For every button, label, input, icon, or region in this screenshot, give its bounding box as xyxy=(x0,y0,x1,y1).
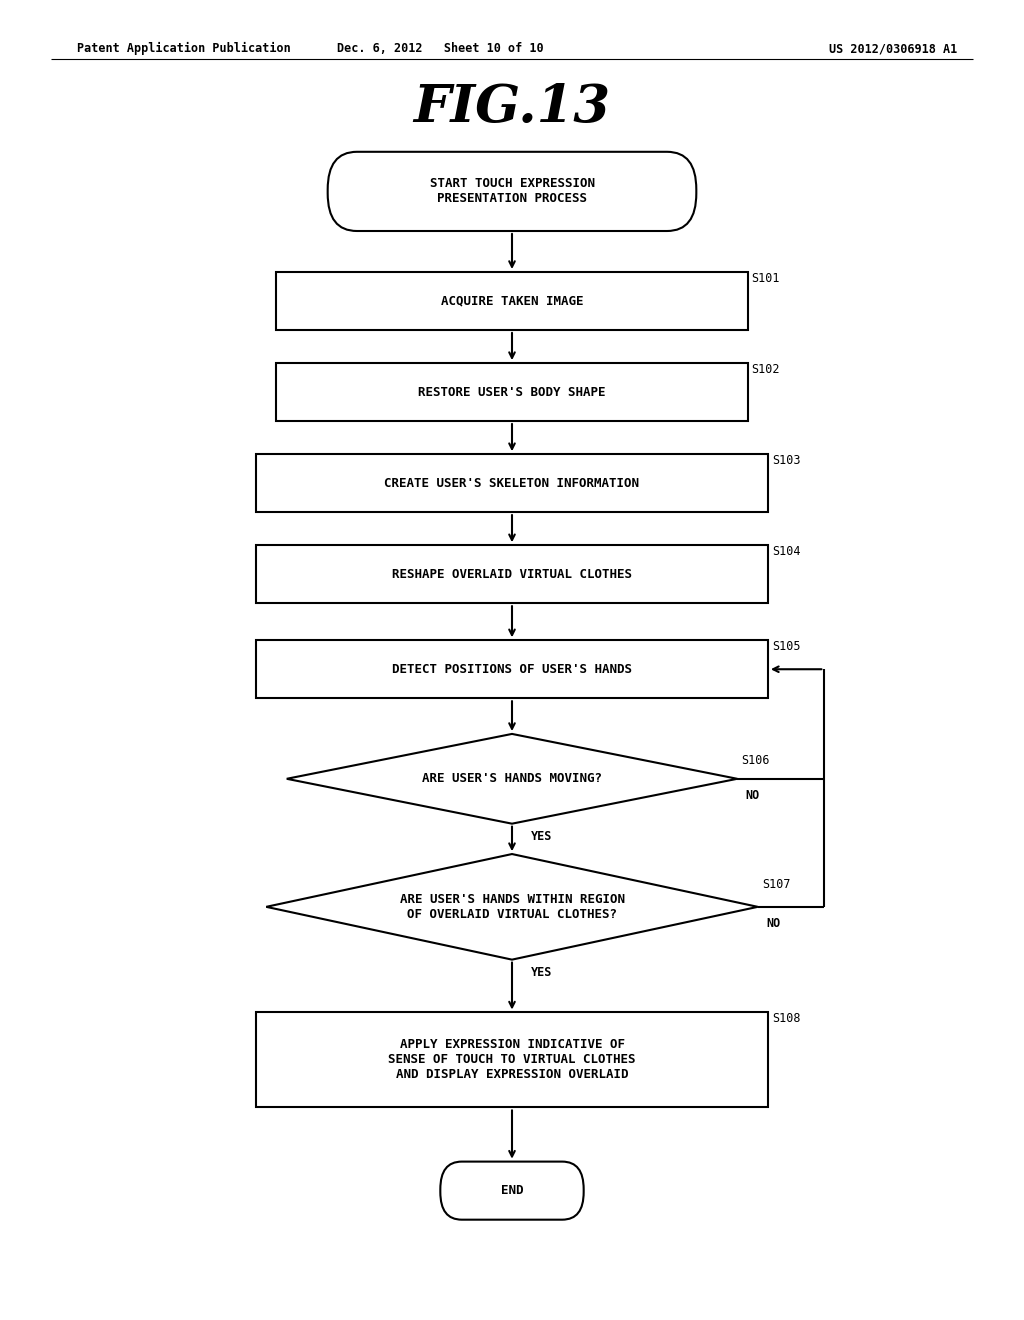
Text: S107: S107 xyxy=(762,878,791,891)
Text: NO: NO xyxy=(766,917,780,931)
Text: END: END xyxy=(501,1184,523,1197)
FancyBboxPatch shape xyxy=(256,640,768,698)
Text: RESTORE USER'S BODY SHAPE: RESTORE USER'S BODY SHAPE xyxy=(418,385,606,399)
FancyBboxPatch shape xyxy=(256,454,768,512)
Text: APPLY EXPRESSION INDICATIVE OF
SENSE OF TOUCH TO VIRTUAL CLOTHES
AND DISPLAY EXP: APPLY EXPRESSION INDICATIVE OF SENSE OF … xyxy=(388,1039,636,1081)
Text: S104: S104 xyxy=(772,545,801,558)
Text: ARE USER'S HANDS MOVING?: ARE USER'S HANDS MOVING? xyxy=(422,772,602,785)
Text: Patent Application Publication: Patent Application Publication xyxy=(77,42,291,55)
Text: Dec. 6, 2012   Sheet 10 of 10: Dec. 6, 2012 Sheet 10 of 10 xyxy=(337,42,544,55)
Text: S108: S108 xyxy=(772,1012,801,1026)
Text: S103: S103 xyxy=(772,454,801,467)
Text: YES: YES xyxy=(530,830,552,843)
Text: S101: S101 xyxy=(752,272,780,285)
Text: YES: YES xyxy=(530,966,552,979)
FancyBboxPatch shape xyxy=(328,152,696,231)
Text: RESHAPE OVERLAID VIRTUAL CLOTHES: RESHAPE OVERLAID VIRTUAL CLOTHES xyxy=(392,568,632,581)
FancyBboxPatch shape xyxy=(276,363,748,421)
Text: START TOUCH EXPRESSION
PRESENTATION PROCESS: START TOUCH EXPRESSION PRESENTATION PROC… xyxy=(429,177,595,206)
Text: S106: S106 xyxy=(741,754,770,767)
Text: FIG.13: FIG.13 xyxy=(414,82,610,133)
Text: ACQUIRE TAKEN IMAGE: ACQUIRE TAKEN IMAGE xyxy=(440,294,584,308)
Polygon shape xyxy=(266,854,758,960)
Text: CREATE USER'S SKELETON INFORMATION: CREATE USER'S SKELETON INFORMATION xyxy=(384,477,640,490)
FancyBboxPatch shape xyxy=(256,545,768,603)
FancyBboxPatch shape xyxy=(440,1162,584,1220)
Text: S105: S105 xyxy=(772,640,801,653)
Text: NO: NO xyxy=(745,789,760,803)
Text: S102: S102 xyxy=(752,363,780,376)
Text: US 2012/0306918 A1: US 2012/0306918 A1 xyxy=(829,42,957,55)
Polygon shape xyxy=(287,734,737,824)
FancyBboxPatch shape xyxy=(276,272,748,330)
Text: DETECT POSITIONS OF USER'S HANDS: DETECT POSITIONS OF USER'S HANDS xyxy=(392,663,632,676)
FancyBboxPatch shape xyxy=(256,1012,768,1107)
Text: ARE USER'S HANDS WITHIN REGION
OF OVERLAID VIRTUAL CLOTHES?: ARE USER'S HANDS WITHIN REGION OF OVERLA… xyxy=(399,892,625,921)
